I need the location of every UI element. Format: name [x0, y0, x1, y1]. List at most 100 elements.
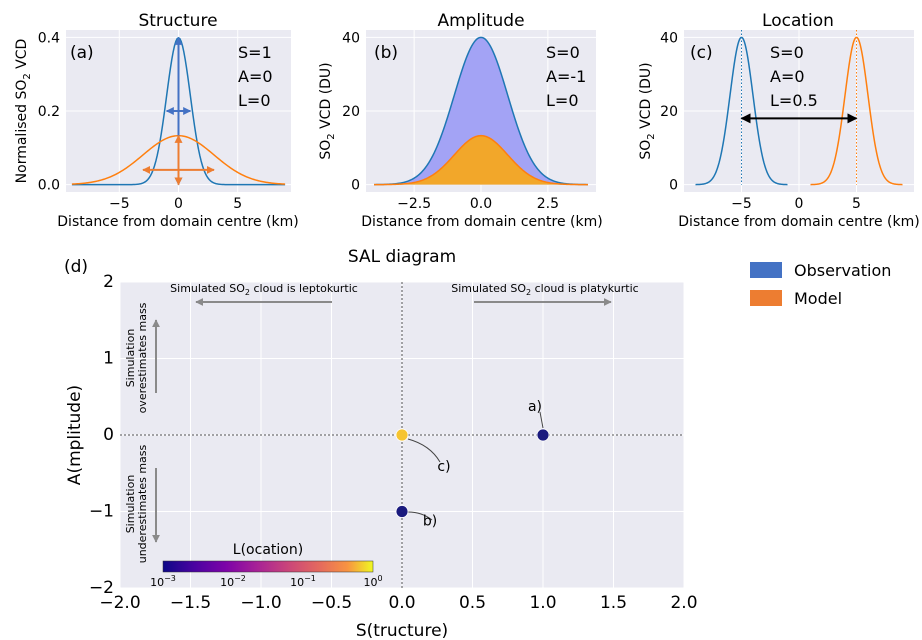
x-tick-label: −2.5: [397, 196, 431, 212]
y-tick-labels: −2 −1 0 1 2: [89, 272, 114, 598]
underestimate-label-1: Simulation: [124, 475, 137, 534]
y-axis-label: A(mplitude): [65, 385, 85, 485]
y-tick-label: 0.2: [38, 104, 60, 120]
legend-swatch-model: [750, 290, 782, 306]
x-tick-labels: −5 0 5: [731, 196, 861, 212]
overestimate-label-1: Simulation: [124, 329, 137, 388]
leader-line-c: [407, 438, 441, 463]
leader-line-b: [407, 511, 433, 521]
y-tick-label: 20: [660, 104, 678, 120]
y-tick-label: 40: [660, 30, 678, 46]
panel-label: (a): [70, 43, 94, 63]
leader-line-a: [539, 411, 544, 429]
stat-l: L=0: [546, 91, 579, 110]
x-axis-label: S(tructure): [356, 621, 448, 640]
point-label: a): [528, 399, 542, 415]
x-tick-label: 0: [174, 196, 183, 212]
stat-a: A=-1: [546, 67, 586, 86]
panel-title: Location: [762, 11, 834, 31]
data-point: [536, 428, 550, 442]
y-axis-label: SO2 VCD (DU): [318, 62, 337, 159]
panel-title: Structure: [138, 11, 217, 31]
y-tick-label: 0: [669, 178, 678, 194]
arrow-layer: [740, 30, 858, 185]
stat-s: S=0: [546, 43, 580, 62]
y-tick-labels: 0.0 0.2 0.4: [38, 30, 60, 193]
x-tick-label: −0.5: [311, 593, 352, 613]
x-tick-label: 2.0: [670, 593, 697, 613]
y-tick-labels: 0 20 40: [342, 30, 360, 193]
y-tick-label: 0.4: [38, 30, 60, 46]
x-tick-label: −5: [731, 196, 752, 212]
arrow-layer: [142, 36, 215, 186]
structure-panel: −5 0 5 0.0 0.2 0.4 Structure (a) S=1 A=0 L=0…: [14, 11, 299, 230]
stat-s: S=0: [770, 43, 804, 62]
x-tick-label: −2.0: [99, 593, 140, 613]
x-tick-label: 0.0: [470, 196, 492, 212]
series-line-model: [374, 134, 588, 186]
stat-a: A=0: [770, 67, 805, 86]
series-fill-observation: [374, 37, 588, 185]
y-tick-label: 0.0: [38, 178, 60, 194]
area-layer: [374, 37, 588, 185]
x-tick-labels: −5 0 5: [109, 196, 242, 212]
colorbar-label: L(ocation): [233, 542, 303, 558]
x-tick-label: 5: [852, 196, 861, 212]
x-tick-label: 0: [795, 196, 804, 212]
x-axis-label: Distance from domain centre (km): [678, 214, 919, 230]
x-tick-label: 0.0: [388, 593, 415, 613]
y-tick-label: −2: [89, 578, 114, 598]
curve-layer: [374, 36, 588, 186]
y-tick-label: −1: [89, 502, 114, 522]
series-fill-model: [374, 135, 588, 185]
panel-label: (d): [64, 257, 88, 277]
x-axis-label: Distance from domain centre (km): [361, 214, 602, 230]
legend-label-model: Model: [794, 289, 842, 308]
y-tick-label: 1: [103, 349, 114, 369]
platykurtic-label: Simulated SO2 cloud is platykurtic: [451, 282, 638, 297]
colorbar: [162, 560, 374, 573]
x-tick-label: −1.5: [170, 593, 211, 613]
point-labels-layer: a) b) c): [423, 399, 542, 530]
legend-label-observation: Observation: [794, 261, 891, 280]
data-point: [395, 505, 409, 518]
x-tick-label: −5: [109, 196, 130, 212]
sal-diagram-panel: Simulated SO2 cloud is leptokurtic Simul…: [64, 247, 698, 640]
x-tick-label: 1.0: [529, 593, 556, 613]
x-tick-labels: −2.0 −1.5 −1.0 −0.5 0.0 0.5 1.0 1.5 2.0: [99, 593, 697, 613]
y-tick-label: 0: [351, 178, 360, 194]
underestimate-label-2: underestimates mass: [136, 444, 149, 563]
stat-a: A=0: [238, 67, 273, 86]
y-tick-label: 20: [342, 104, 360, 120]
y-axis-label: SO2 VCD (DU): [638, 62, 657, 159]
stat-s: S=1: [238, 43, 272, 62]
location-panel: −5 0 5 0 20 40 Location (c) S=0 A=0 L=0.5 Di…: [638, 11, 920, 230]
point-label: c): [437, 459, 450, 475]
series-line-observation: [374, 36, 588, 186]
leptokurtic-label: Simulated SO2 cloud is leptokurtic: [170, 282, 358, 297]
x-tick-label: 5: [233, 196, 242, 212]
y-tick-label: 40: [342, 30, 360, 46]
x-tick-labels: −2.5 0.0 2.5: [397, 196, 559, 212]
stat-l: L=0: [238, 91, 271, 110]
x-tick-label: 1.5: [600, 593, 627, 613]
y-grid: [684, 36, 914, 186]
x-axis-label: Distance from domain centre (km): [57, 214, 298, 230]
y-tick-labels: 0 20 40: [660, 30, 678, 193]
panel-title: SAL diagram: [348, 247, 456, 267]
points-layer: [395, 428, 550, 518]
y-axis-label: Normalised SO2 VCD: [14, 39, 33, 184]
y-tick-label: 0: [103, 425, 114, 445]
legend: Observation Model: [750, 261, 891, 308]
panel-label: (b): [374, 43, 398, 63]
y-tick-label: 2: [103, 272, 114, 292]
panel-label: (c): [690, 43, 713, 63]
panel-title: Amplitude: [437, 11, 524, 31]
x-tick-label: −1.0: [240, 593, 281, 613]
overestimate-label-2: overestimates mass: [136, 302, 149, 413]
legend-swatch-observation: [750, 262, 782, 278]
data-point: [395, 428, 409, 442]
point-label: b): [423, 514, 437, 530]
